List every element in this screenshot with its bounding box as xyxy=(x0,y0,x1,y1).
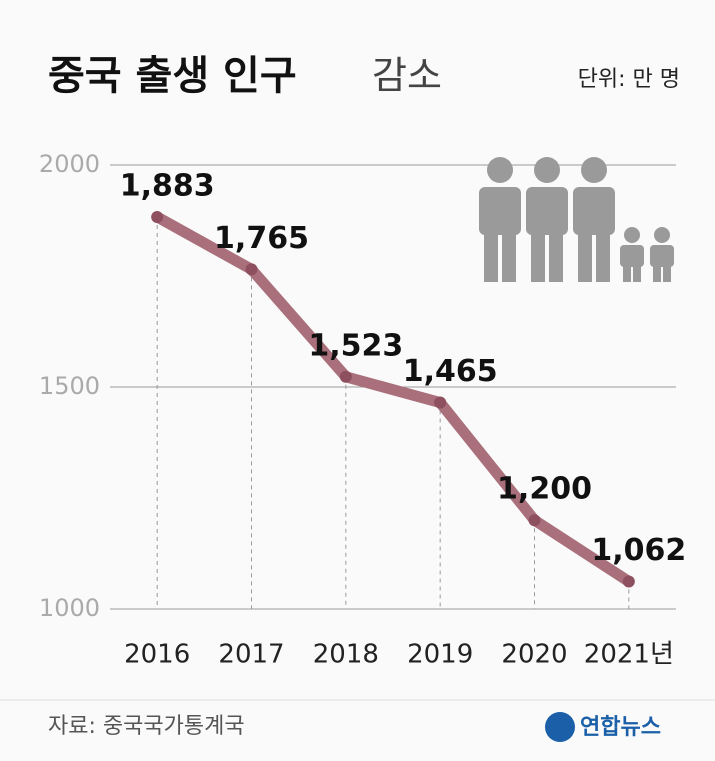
value-label: 1,883 xyxy=(120,168,215,203)
y-tick-label: 1000 xyxy=(39,594,100,622)
y-tick-label: 1500 xyxy=(39,372,100,400)
point xyxy=(434,396,447,409)
line xyxy=(151,211,635,587)
x-tick-label: 2020 xyxy=(501,640,567,670)
x-tick-label: 2016 xyxy=(124,640,190,670)
point xyxy=(245,263,258,276)
unit-label: 단위: 만 명 xyxy=(578,67,680,92)
point xyxy=(339,370,352,383)
value-label: 1,465 xyxy=(403,354,498,389)
point xyxy=(622,575,635,588)
source: 자료: 중국국가통계국 xyxy=(48,714,245,739)
point xyxy=(151,210,164,223)
chart-title-tail: 감소 xyxy=(372,54,442,98)
value-label: 1,200 xyxy=(497,472,592,507)
x-tick-label: 2018 xyxy=(313,640,379,670)
logo: 연합뉴스 xyxy=(580,714,661,740)
x-tick-label: 2021년 xyxy=(584,640,674,670)
chart-title: 중국 출생 인구 xyxy=(48,53,297,99)
value-label: 1,062 xyxy=(591,533,686,568)
x-tick-label: 2017 xyxy=(218,640,284,670)
people-icon xyxy=(479,157,674,282)
logo-mark xyxy=(545,712,575,742)
point xyxy=(528,514,541,527)
x-tick-label: 2019 xyxy=(407,640,473,670)
value-label: 1,523 xyxy=(308,328,403,363)
y-tick-label: 2000 xyxy=(39,150,100,178)
value-label: 1,765 xyxy=(214,221,309,256)
